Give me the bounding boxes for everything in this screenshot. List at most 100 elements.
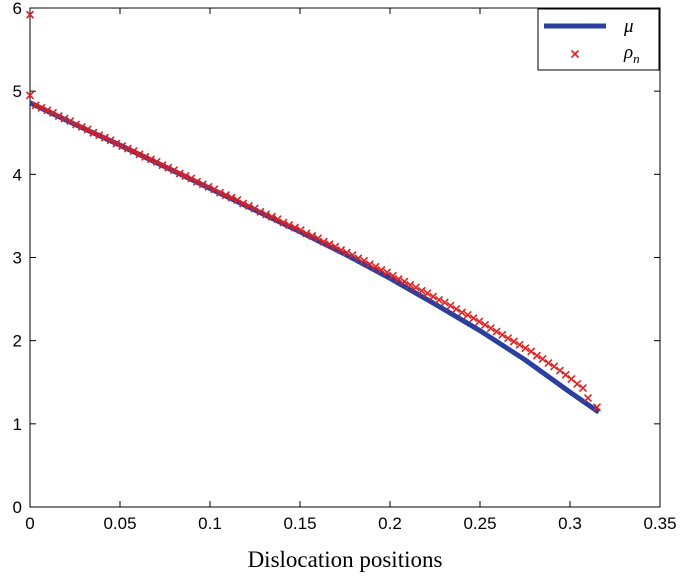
y-tick-label: 1 (13, 415, 22, 434)
rho-n-marker (60, 114, 69, 123)
rho-n-marker (480, 320, 490, 329)
rho-n-marker (43, 106, 52, 115)
rho-n-marker (187, 174, 196, 183)
legend-box (537, 8, 660, 71)
rho-n-marker (486, 324, 495, 333)
x-tick-label: 0 (25, 514, 34, 533)
rho-n-marker (250, 204, 259, 213)
rho-n-marker (583, 393, 593, 403)
rho-n-marker (118, 141, 127, 151)
legend: μ ρn (537, 8, 660, 71)
rho-n-marker (452, 304, 461, 314)
rho-n-marker (198, 180, 207, 189)
rho-n-marker (233, 196, 242, 205)
rho-n-marker (469, 314, 478, 323)
x-tick-label: 0.05 (103, 514, 136, 533)
rho-n-marker (336, 245, 346, 255)
rho-n-marker (325, 240, 334, 249)
rho-n-marker (544, 359, 553, 368)
rho-n-marker (302, 229, 311, 238)
rho-n-marker (578, 384, 588, 393)
rho-n-marker (48, 108, 58, 117)
rho-n-marker (521, 344, 530, 353)
rho-n-marker (83, 125, 92, 134)
rho-n-marker (290, 223, 300, 232)
rho-n-marker (239, 199, 248, 208)
rho-n-marker (532, 351, 541, 360)
rho-n-marker (123, 144, 132, 153)
rho-n-marker (319, 237, 328, 246)
rho-n-marker (492, 327, 501, 336)
rho-n-marker (360, 256, 369, 265)
rho-n-marker (550, 362, 559, 371)
series-mu-line (28, 100, 601, 415)
rho-n-marker (509, 337, 518, 346)
x-tick-label: 0.35 (643, 514, 676, 533)
y-tick-label: 3 (13, 249, 22, 268)
rho-n-marker (210, 185, 219, 194)
x-tick-label: 0.25 (463, 514, 496, 533)
rho-n-marker (146, 155, 156, 164)
rho-n-marker (273, 215, 282, 224)
rho-n-marker (31, 101, 40, 110)
rho-n-marker (561, 370, 570, 379)
rho-n-marker (54, 112, 63, 121)
rho-n-marker (475, 317, 484, 326)
rho-n-marker (152, 157, 161, 166)
rho-n-marker (377, 265, 386, 275)
rho-n-marker (308, 231, 317, 240)
rho-n-marker (417, 286, 426, 295)
rho-n-marker (331, 242, 340, 251)
rho-n-marker (383, 268, 392, 277)
plot-frame (29, 7, 661, 508)
rho-n-marker (504, 334, 513, 343)
rho-n-marker (72, 120, 81, 129)
series-layer (25, 10, 602, 415)
rho-n-marker (221, 191, 230, 200)
rho-n-marker (256, 207, 265, 216)
rho-n-marker (129, 146, 138, 156)
rho-n-marker (106, 136, 115, 145)
rho-n-marker (181, 171, 190, 181)
rho-n-marker (342, 248, 351, 257)
rho-n-marker (538, 354, 547, 364)
rho-n-marker (429, 292, 438, 301)
rho-n-marker (192, 177, 202, 186)
rho-n-marker (227, 193, 236, 202)
rho-n-marker (394, 275, 403, 284)
rho-n-marker (457, 308, 467, 317)
rho-n-marker (100, 133, 109, 142)
rho-n-marker (400, 277, 409, 286)
rho-n-marker (296, 225, 305, 235)
rho-n-marker (175, 169, 184, 178)
rho-n-marker (285, 220, 294, 230)
legend-rho-subscript: n (633, 51, 640, 66)
rho-n-marker (158, 161, 167, 170)
rho-n-marker (348, 250, 357, 260)
rho-n-marker (267, 212, 276, 221)
rho-n-marker (77, 122, 86, 131)
legend-rho-base: ρ (623, 42, 633, 63)
rho-n-marker (434, 295, 444, 304)
rho-n-marker (262, 210, 271, 219)
x-tick-label: 0.1 (198, 514, 222, 533)
rho-n-marker (313, 234, 323, 243)
rho-n-marker (406, 280, 415, 290)
rho-n-marker (204, 182, 213, 191)
axis-ticks: 0 0.05 0.1 0.15 0.2 0.25 0.3 0.35 0 1 2 3 4 5 6 (13, 0, 677, 533)
y-tick-label: 0 (13, 498, 22, 517)
rho-n-marker (515, 340, 524, 349)
legend-label-rho-n: ρn (623, 42, 640, 66)
rho-n-marker (37, 103, 46, 112)
legend-rho-marker-swatch (570, 49, 580, 59)
y-tick-label: 6 (13, 0, 22, 18)
rho-n-marker (463, 310, 472, 319)
rho-n-marker (354, 254, 363, 263)
rho-n-marker (25, 91, 35, 100)
rho-n-marker (411, 283, 420, 292)
rho-n-marker (169, 166, 179, 175)
rho-n-marker (440, 298, 449, 307)
rho-n-marker (365, 260, 374, 269)
rho-n-marker (89, 128, 98, 137)
rho-n-marker (95, 131, 104, 140)
